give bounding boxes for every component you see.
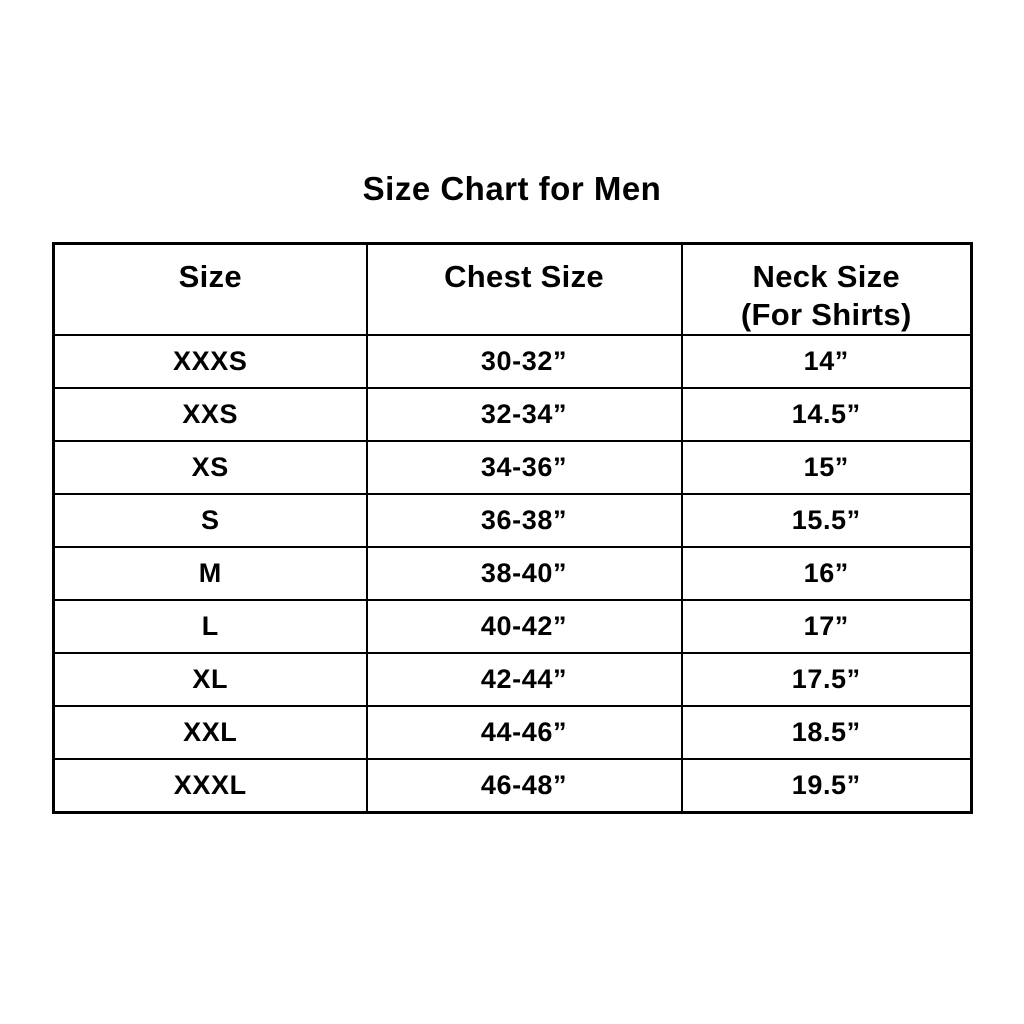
table-row-s: S 36-38” 15.5” xyxy=(52,493,973,548)
cell-chest-size: 36-38” xyxy=(365,493,683,548)
cell-chest-size: 38-40” xyxy=(365,546,683,601)
cell-size: S xyxy=(52,493,368,548)
cell-size: M xyxy=(52,546,368,601)
col-header-size-label: Size xyxy=(178,259,242,294)
cell-neck-size: 17” xyxy=(680,599,973,654)
cell-size: XXS xyxy=(52,387,368,442)
cell-neck-size: 15” xyxy=(680,440,973,495)
cell-size: XL xyxy=(52,652,368,707)
col-header-chest-size: Chest Size xyxy=(365,242,683,336)
cell-chest-size: 30-32” xyxy=(365,334,683,389)
cell-chest-size: 34-36” xyxy=(365,440,683,495)
cell-neck-size: 16” xyxy=(680,546,973,601)
table-row-xxxs: XXXS 30-32” 14” xyxy=(52,334,973,389)
cell-size: XXL xyxy=(52,705,368,760)
cell-neck-size: 15.5” xyxy=(680,493,973,548)
cell-size: XS xyxy=(52,440,368,495)
size-chart-table: Size Chest Size Neck Size (For Shirts) X… xyxy=(52,242,973,814)
cell-size: XXXL xyxy=(52,758,368,813)
cell-neck-size: 19.5” xyxy=(680,758,973,813)
cell-chest-size: 40-42” xyxy=(365,599,683,654)
table-row-xs: XS 34-36” 15” xyxy=(52,440,973,495)
col-header-chest-size-label: Chest Size xyxy=(444,259,604,294)
page-title: Size Chart for Men xyxy=(362,170,662,207)
table-row-m: M 38-40” 16” xyxy=(52,546,973,601)
table-row-xxl: XXL 44-46” 18.5” xyxy=(52,705,973,760)
cell-neck-size: 14.5” xyxy=(680,387,973,442)
table-header: Size Chest Size Neck Size (For Shirts) xyxy=(52,242,973,336)
cell-neck-size: 17.5” xyxy=(680,652,973,707)
table-body: XXXS 30-32” 14” XXS 32-34” 14.5” XS 34-3… xyxy=(52,334,973,813)
cell-chest-size: 44-46” xyxy=(365,705,683,760)
col-header-neck-size: Neck Size (For Shirts) xyxy=(680,242,973,336)
col-header-size: Size xyxy=(52,242,368,336)
table-row-l: L 40-42” 17” xyxy=(52,599,973,654)
cell-chest-size: 46-48” xyxy=(365,758,683,813)
header-row: Size Chest Size Neck Size (For Shirts) xyxy=(52,242,973,336)
table-row-xxxl: XXXL 46-48” 19.5” xyxy=(52,758,973,813)
cell-chest-size: 42-44” xyxy=(365,652,683,707)
cell-neck-size: 18.5” xyxy=(680,705,973,760)
col-header-neck-size-label: Neck Size xyxy=(752,259,900,294)
cell-neck-size: 14” xyxy=(680,334,973,389)
table-row-xl: XL 42-44” 17.5” xyxy=(52,652,973,707)
table-row-xxs: XXS 32-34” 14.5” xyxy=(52,387,973,442)
cell-chest-size: 32-34” xyxy=(365,387,683,442)
col-header-neck-size-sublabel: (For Shirts) xyxy=(740,297,912,332)
cell-size: XXXS xyxy=(52,334,368,389)
cell-size: L xyxy=(52,599,368,654)
